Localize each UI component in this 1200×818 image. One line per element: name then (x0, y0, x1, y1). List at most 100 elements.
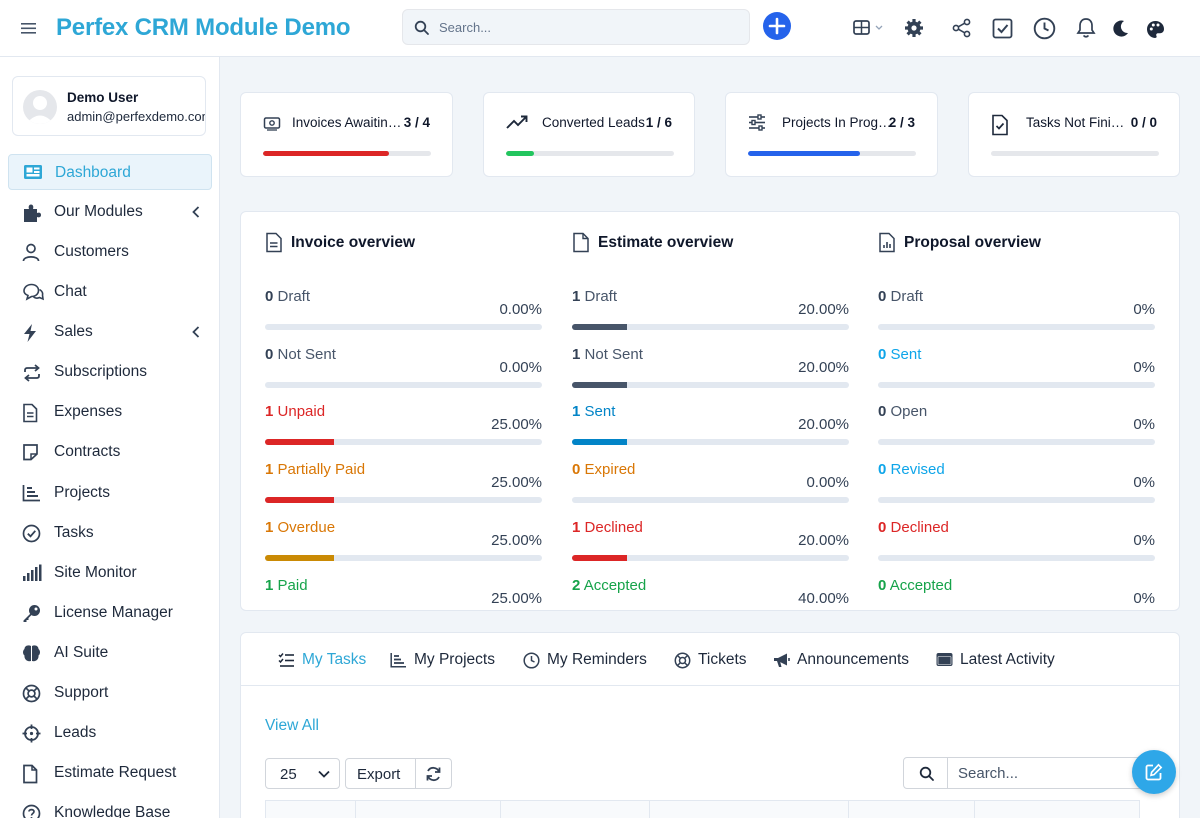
sidebar-item-ai-suite[interactable]: AI Suite (8, 635, 212, 671)
bell-icon[interactable] (1076, 17, 1096, 39)
sidebar-item-customers[interactable]: Customers (8, 234, 212, 270)
file-chart-icon (878, 232, 896, 253)
overview-row-label: 1 Paid (265, 577, 308, 594)
overview-row[interactable]: 1 Overdue 25.00% (265, 519, 542, 577)
quick-note-button[interactable] (1132, 750, 1176, 794)
clock-icon[interactable] (1033, 17, 1056, 40)
sidebar-item-label: License Manager (54, 604, 173, 621)
sidebar-item-chat[interactable]: Chat (8, 274, 212, 310)
moon-icon[interactable] (1113, 20, 1129, 37)
overview-row-count: 0 (878, 576, 887, 594)
overview-progress-track (572, 439, 849, 446)
overview-row[interactable]: 0 Sent 0% (878, 346, 1155, 404)
overview-row[interactable]: 0 Draft 0% (878, 288, 1155, 346)
sidebar-item-tasks[interactable]: Tasks (8, 515, 212, 551)
overview-row-count: 0 (265, 288, 274, 305)
quick-add-button[interactable] (763, 12, 791, 40)
sidebar-item-label: Projects (54, 484, 110, 501)
overview-title: Proposal overview (904, 234, 1041, 251)
sidebar-item-sales[interactable]: Sales (8, 314, 212, 350)
sidebar-item-support[interactable]: Support (8, 675, 212, 711)
hamburger-menu-icon[interactable] (20, 20, 37, 36)
sidebar-item-dashboard[interactable]: Dashboard (8, 154, 212, 190)
refresh-icon[interactable] (425, 766, 442, 782)
sidebar-item-our-modules[interactable]: Our Modules (8, 194, 212, 230)
stat-card-converted-leads[interactable]: Converted Leads 1 / 6 (483, 92, 695, 177)
overview-row[interactable]: 0 Revised 0% (878, 461, 1155, 519)
dashboard-icon (23, 164, 43, 182)
overview-row-status: Partially Paid (277, 461, 366, 479)
overview-row[interactable]: 1 Draft 20.00% (572, 288, 849, 346)
page-size-select[interactable]: 25 (265, 758, 340, 789)
overview-row-label: 1 Unpaid (265, 403, 325, 420)
overview-progress-track (265, 497, 542, 504)
sidebar-item-site-monitor[interactable]: Site Monitor (8, 555, 212, 591)
overview-row[interactable]: 1 Declined 20.00% (572, 519, 849, 577)
overview-row-percent: 20.00% (798, 358, 849, 376)
overview-row[interactable]: 1 Paid 25.00% (265, 577, 542, 611)
global-search-input[interactable] (439, 10, 739, 44)
sidebar-item-license-manager[interactable]: License Manager (8, 595, 212, 631)
overview-row[interactable]: 0 Declined 0% (878, 519, 1155, 577)
sidebar-item-knowledge-base[interactable]: Knowledge Base (8, 795, 212, 818)
sidebar-item-label: Our Modules (54, 203, 143, 220)
window-icon (936, 652, 953, 667)
overview-row-percent: 25.00% (491, 589, 542, 607)
overview-progress-track (572, 554, 849, 561)
overview-row-label: 1 Overdue (265, 519, 335, 536)
overview-row-status: Draft (584, 288, 618, 305)
sidebar-item-expenses[interactable]: Expenses (8, 394, 212, 430)
overview-row[interactable]: 1 Unpaid 25.00% (265, 403, 542, 461)
column-divider (355, 801, 356, 818)
overview-progress-track (265, 439, 542, 446)
sidebar-item-estimate-request[interactable]: Estimate Request (8, 755, 212, 791)
overview-row[interactable]: 0 Not Sent 0.00% (265, 346, 542, 404)
stat-card-tasks-not-finished[interactable]: Tasks Not Finished 0 / 0 (968, 92, 1180, 177)
export-button[interactable]: Export (357, 766, 401, 783)
sidebar-item-label: Dashboard (55, 164, 131, 181)
palette-icon[interactable] (1146, 20, 1165, 39)
overview-row-percent: 0% (1133, 531, 1155, 549)
overview-row[interactable]: 1 Partially Paid 25.00% (265, 461, 542, 519)
overview-row-label: 0 Open (878, 403, 927, 420)
sliders-icon (748, 114, 766, 131)
sidebar-item-contracts[interactable]: Contracts (8, 434, 212, 470)
overview-row[interactable]: 0 Accepted 0% (878, 576, 1155, 611)
view-all-link[interactable]: View All (265, 717, 319, 734)
overview-row-percent: 0% (1133, 301, 1155, 318)
table-search-input[interactable] (958, 758, 1138, 788)
overview-row-count: 1 (265, 403, 274, 421)
brand-title[interactable]: Perfex CRM Module Demo (56, 14, 351, 41)
user-profile-card[interactable]: Demo User admin@perfexdemo.com (12, 76, 206, 136)
estimate-overview: Estimate overview 1 Draft 20.00% 1 Not Sen… (572, 212, 849, 611)
gear-icon[interactable] (904, 18, 924, 38)
sidebar-item-projects[interactable]: Projects (8, 475, 212, 511)
sidebar-item-label: Contracts (54, 443, 121, 460)
dashboard-tabs-panel: My Tasks My Projects My Reminders Ticket… (240, 632, 1180, 818)
overview-row-percent: 0.00% (499, 358, 542, 376)
table-search[interactable] (903, 757, 1143, 789)
sidebar-item-label: Expenses (54, 403, 123, 420)
overview-row[interactable]: 1 Not Sent 20.00% (572, 346, 849, 404)
global-search[interactable] (402, 9, 750, 45)
stat-card-invoices-awaiting[interactable]: Invoices Awaiting Payment 3 / 4 (240, 92, 453, 177)
stat-card-projects-in-progress[interactable]: Projects In Progress 2 / 3 (725, 92, 938, 177)
overview-progress-track (572, 381, 849, 388)
chevron-left-icon (192, 326, 200, 338)
chevron-left-icon (192, 206, 200, 218)
sidebar-item-leads[interactable]: Leads (8, 715, 212, 751)
sidebar-item-subscriptions[interactable]: Subscriptions (8, 354, 212, 390)
overview-row[interactable]: 1 Sent 20.00% (572, 403, 849, 461)
task-checkbox-icon[interactable] (992, 18, 1013, 39)
overview-row[interactable]: 0 Open 0% (878, 403, 1155, 461)
overview-row-status: Accepted (583, 576, 647, 594)
overview-row[interactable]: 0 Expired 0.00% (572, 461, 849, 519)
apps-grid-icon[interactable] (853, 19, 885, 37)
overview-row[interactable]: 0 Draft 0.00% (265, 288, 542, 346)
note-icon (22, 443, 39, 461)
sidebar-item-label: Support (54, 684, 109, 701)
overview-panel: Invoice overview 0 Draft 0.00% 0 Not Sent 0… (240, 211, 1180, 611)
share-icon[interactable] (952, 18, 971, 38)
overview-row-label: 1 Partially Paid (265, 461, 365, 478)
overview-row[interactable]: 2 Accepted 40.00% (572, 576, 849, 611)
